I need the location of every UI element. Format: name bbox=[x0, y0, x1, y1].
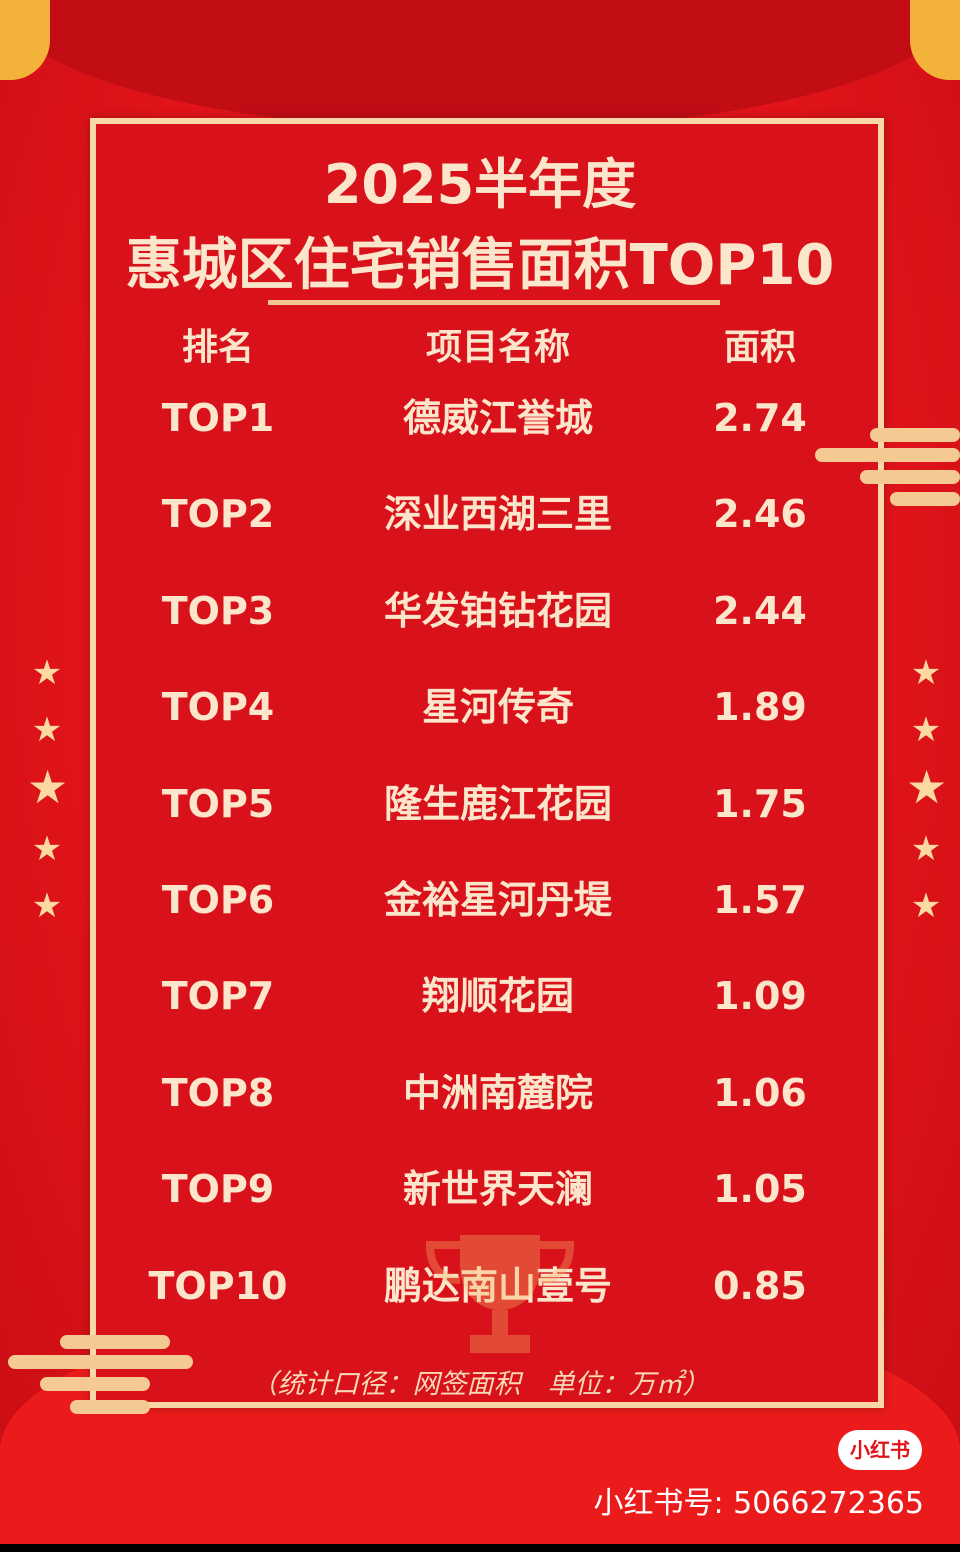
bottom-bar bbox=[0, 1544, 960, 1552]
title-year: 2025半年度 bbox=[323, 153, 637, 216]
table-row: TOP1 德威江誉城 2.74 bbox=[0, 388, 960, 448]
table-row: TOP7 翔顺花园 1.09 bbox=[0, 966, 960, 1026]
star-column-left: ★ ★ ★ ★ ★ bbox=[27, 653, 69, 926]
area-cell: 1.06 bbox=[713, 1070, 807, 1115]
area-cell: 1.05 bbox=[713, 1167, 807, 1212]
header-name: 项目名称 bbox=[425, 327, 570, 368]
table-row: TOP9 新世界天澜 1.05 bbox=[0, 1159, 960, 1219]
rank-cell: TOP2 bbox=[161, 492, 275, 537]
project-name-cell: 深业西湖三里 bbox=[383, 492, 612, 537]
rank-cell: TOP1 bbox=[161, 396, 275, 440]
lantern-icon bbox=[910, 0, 960, 80]
rank-cell: TOP3 bbox=[161, 588, 275, 633]
area-cell: 2.46 bbox=[713, 492, 807, 537]
area-cell: 1.09 bbox=[713, 974, 807, 1019]
area-cell: 0.85 bbox=[713, 1263, 807, 1308]
star-column-right: ★ ★ ★ ★ ★ bbox=[906, 653, 948, 926]
table-row: TOP10 鹏达南山壹号 0.85 bbox=[0, 1256, 960, 1316]
area-cell: 2.74 bbox=[713, 396, 807, 440]
rank-cell: TOP9 bbox=[161, 1167, 275, 1212]
rank-cell: TOP4 bbox=[161, 685, 275, 730]
trophy-icon bbox=[425, 1235, 575, 1353]
area-cell: 2.44 bbox=[713, 588, 807, 633]
project-name-cell: 星河传奇 bbox=[421, 685, 574, 730]
project-name-cell: 翔顺花园 bbox=[421, 974, 574, 1019]
project-name-cell: 金裕星河丹堤 bbox=[383, 878, 612, 922]
rank-cell: TOP8 bbox=[161, 1070, 275, 1115]
area-cell: 1.75 bbox=[713, 781, 807, 826]
page-title: 惠城区住宅销售面积TOP10 bbox=[125, 233, 835, 298]
table-row: TOP2 深业西湖三里 2.46 bbox=[0, 484, 960, 544]
project-name-cell: 德威江誉城 bbox=[402, 396, 593, 440]
table-row: TOP3 华发铂钻花园 2.44 bbox=[0, 581, 960, 641]
header-area: 面积 bbox=[723, 327, 796, 368]
rank-cell: TOP6 bbox=[161, 878, 275, 922]
header-rank: 排名 bbox=[181, 327, 254, 368]
area-cell: 1.89 bbox=[713, 685, 807, 730]
rank-cell: TOP7 bbox=[161, 974, 275, 1019]
background-wave-top bbox=[0, 0, 960, 130]
xiaohongshu-badge: 小红书 bbox=[838, 1430, 922, 1470]
table-header: 排名 项目名称 面积 bbox=[0, 318, 960, 378]
content-frame bbox=[90, 118, 884, 1408]
table-row: TOP6 金裕星河丹堤 1.57 bbox=[0, 870, 960, 930]
project-name-cell: 中洲南麓院 bbox=[402, 1070, 593, 1115]
project-name-cell: 隆生鹿江花园 bbox=[383, 781, 612, 826]
table-row: TOP8 中洲南麓院 1.06 bbox=[0, 1063, 960, 1123]
table-row: TOP4 星河传奇 1.89 bbox=[0, 677, 960, 737]
area-cell: 1.57 bbox=[713, 878, 807, 922]
rank-cell: TOP5 bbox=[161, 781, 275, 826]
rank-cell: TOP10 bbox=[148, 1263, 288, 1308]
project-name-cell: 新世界天澜 bbox=[402, 1167, 593, 1212]
footnote: （统计口径：网签面积 单位：万㎡） bbox=[250, 1369, 710, 1400]
title-divider bbox=[268, 300, 720, 305]
lantern-icon bbox=[0, 0, 50, 80]
project-name-cell: 华发铂钻花园 bbox=[383, 588, 612, 633]
table-row: TOP5 隆生鹿江花园 1.75 bbox=[0, 774, 960, 834]
project-name-cell: 鹏达南山壹号 bbox=[348, 1256, 648, 1316]
account-id: 小红书号: 5066272365 bbox=[593, 1486, 924, 1521]
